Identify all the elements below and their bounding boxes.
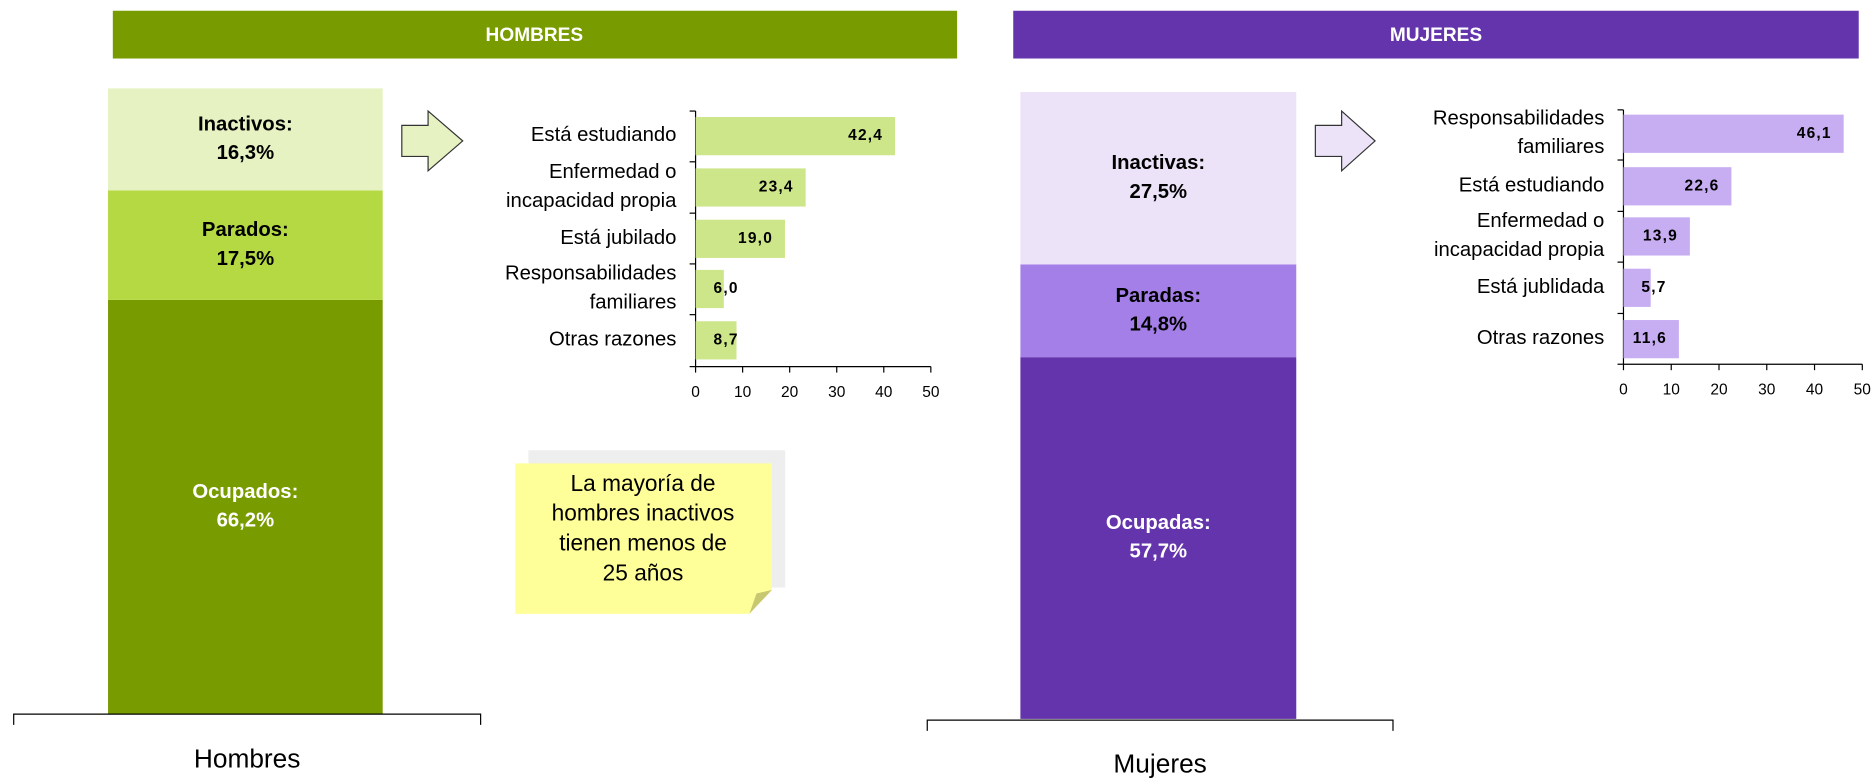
x-tick-label: 40 [1806, 382, 1824, 399]
header-title: MUJERES [1390, 25, 1482, 46]
x-tick-label: 20 [781, 384, 799, 401]
arrow [401, 109, 464, 173]
bar [1623, 217, 1690, 256]
bar [695, 219, 785, 258]
y-category-label: Está estudiando [1459, 175, 1605, 197]
note-text: La mayoría de hombres inactivos tienen men… [552, 470, 735, 586]
x-tick-label: 30 [828, 384, 846, 401]
segment-value: 14,8% [1130, 313, 1188, 335]
x-tick-label: 0 [1619, 382, 1628, 399]
bar-segment [1020, 357, 1297, 719]
segment-name: Inactivas: [1112, 152, 1206, 174]
bar [695, 321, 737, 360]
bar [695, 269, 724, 309]
x-category-label: Mujeres [1113, 748, 1206, 778]
y-category-label: Enfermedad o incapacidad propia [506, 162, 677, 213]
value-label: 11,6 [1633, 330, 1667, 347]
header-bar [112, 10, 958, 59]
axis-bracket [926, 719, 1394, 731]
segment-name: Inactivos: [198, 113, 293, 135]
y-category-label: Está jublidada [1477, 276, 1605, 298]
y-category-label: Otras razones [549, 329, 676, 351]
axis-bracket [13, 713, 482, 725]
note-line: tienen menos de [559, 530, 727, 556]
x-tick-label: 10 [1663, 382, 1681, 399]
note [515, 463, 773, 614]
bar-segment [108, 190, 383, 300]
bar [1623, 167, 1732, 206]
header-bar [1013, 10, 1859, 59]
y-category-label: Responsabilidades familiares [1433, 108, 1605, 159]
y-category-label: Otras razones [1477, 328, 1604, 350]
segment-value: 27,5% [1130, 181, 1188, 203]
value-label: 5,7 [1641, 279, 1666, 296]
segment-value: 17,5% [217, 248, 275, 270]
value-label: 19,0 [738, 230, 773, 247]
value-label: 6,0 [713, 280, 738, 297]
header-title: HOMBRES [486, 25, 584, 46]
arrow [1314, 109, 1376, 173]
x-tick-label: 30 [1758, 382, 1776, 399]
y-category-label: Enfermedad o incapacidad propia [1434, 210, 1605, 261]
x-tick-label: 10 [734, 384, 752, 401]
bar [1623, 320, 1679, 359]
bar-segment [1020, 264, 1297, 358]
segment-value: 16,3% [217, 142, 275, 164]
y-category-label: Responsabilidades familiares [505, 263, 677, 314]
value-label: 42,4 [848, 127, 883, 144]
bar [1623, 268, 1651, 307]
x-tick-label: 0 [691, 384, 700, 401]
y-category-label: Está estudiando [531, 124, 677, 146]
bar-segment [108, 299, 383, 715]
bar-segment [1020, 91, 1297, 265]
x-category-label: Hombres [194, 744, 301, 774]
segment-name: Ocupadas: [1106, 512, 1211, 534]
note-line: La mayoría de [571, 470, 716, 496]
note-line: hombres inactivos [552, 500, 735, 526]
bar [1623, 114, 1844, 153]
bar [695, 168, 806, 207]
value-label: 8,7 [713, 331, 738, 348]
segment-value: 57,7% [1130, 541, 1188, 563]
bar [695, 117, 896, 156]
y-category-label: Está jubilado [560, 227, 676, 249]
segment-name: Ocupados: [192, 481, 298, 503]
x-tick-label: 50 [1854, 382, 1872, 399]
x-tick-label: 50 [922, 384, 940, 401]
bar-segment [108, 88, 383, 191]
note-line: 25 años [603, 559, 684, 585]
segment-name: Paradas: [1115, 285, 1201, 307]
value-label: 46,1 [1797, 125, 1832, 142]
value-label: 13,9 [1643, 228, 1678, 245]
segment-value: 66,2% [217, 510, 275, 532]
note-fold [749, 589, 773, 614]
value-label: 23,4 [759, 179, 794, 196]
value-label: 22,6 [1684, 177, 1719, 194]
x-tick-label: 20 [1710, 382, 1728, 399]
segment-name: Parados: [202, 219, 289, 241]
x-tick-label: 40 [875, 384, 893, 401]
